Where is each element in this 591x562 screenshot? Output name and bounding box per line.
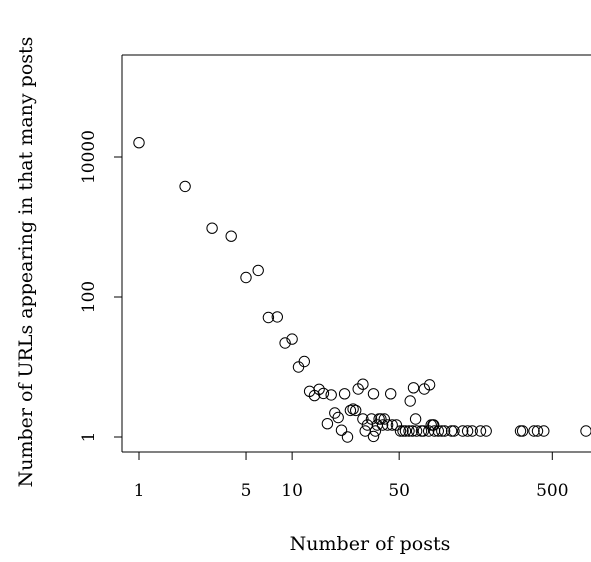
data-point: [321, 418, 334, 430]
data-points: [133, 137, 591, 443]
data-point: [516, 425, 529, 437]
data-point: [262, 311, 275, 324]
data-point: [279, 337, 291, 349]
data-point: [357, 378, 369, 390]
data-point: [406, 425, 419, 437]
data-point: [317, 387, 330, 400]
data-point: [271, 311, 283, 323]
data-point: [432, 425, 444, 437]
data-point: [466, 425, 478, 437]
data-point: [378, 413, 390, 425]
data-point: [428, 419, 440, 431]
data-point: [397, 425, 409, 437]
data-point: [531, 425, 544, 437]
y-axis-ticks: 1 100 10000: [79, 130, 122, 442]
data-point: [394, 425, 407, 437]
data-point: [367, 430, 380, 443]
data-point: [335, 424, 348, 436]
data-point: [240, 271, 252, 284]
data-point: [179, 180, 191, 193]
data-point: [381, 419, 394, 431]
data-point: [423, 379, 436, 391]
data-point: [313, 383, 325, 395]
data-point: [385, 388, 397, 400]
data-point: [252, 264, 264, 277]
data-point: [438, 425, 451, 437]
x-tick-label: 1: [134, 481, 145, 501]
data-point: [461, 425, 474, 437]
data-point: [375, 413, 387, 425]
x-axis-ticks: 1 5 10 50 500: [134, 451, 591, 501]
data-point: [338, 388, 351, 400]
data-point: [528, 425, 540, 437]
data-point: [417, 425, 430, 437]
x-axis-label: Number of posts: [290, 533, 451, 555]
data-point: [409, 413, 422, 425]
data-point: [325, 389, 337, 401]
data-point: [399, 425, 412, 437]
data-point: [474, 425, 487, 437]
data-point: [365, 413, 378, 425]
data-point: [367, 388, 380, 400]
x-tick-label: 500: [536, 481, 568, 501]
data-point: [386, 419, 398, 431]
x-tick-label: 10: [281, 481, 303, 501]
y-tick-label: 1: [79, 432, 99, 443]
data-point: [445, 425, 458, 437]
data-point: [580, 425, 591, 437]
data-point: [292, 361, 305, 373]
data-point: [206, 222, 218, 234]
data-point: [390, 419, 403, 431]
x-tick-label: 5: [241, 481, 252, 501]
data-point: [225, 230, 237, 242]
data-point: [514, 425, 527, 437]
data-point: [404, 395, 416, 407]
data-point: [347, 403, 359, 415]
data-point: [369, 425, 382, 437]
data-point: [341, 431, 354, 443]
data-point: [298, 355, 310, 368]
data-point: [376, 419, 389, 431]
data-point: [350, 404, 362, 417]
data-point: [403, 425, 415, 437]
data-point: [457, 425, 469, 437]
data-point: [410, 425, 423, 437]
data-point: [538, 425, 550, 437]
data-point: [436, 425, 448, 437]
data-point: [332, 411, 344, 424]
y-tick-label: 100: [79, 281, 99, 313]
data-point: [480, 425, 492, 437]
data-point: [407, 382, 420, 394]
data-point: [448, 425, 460, 437]
data-point: [133, 137, 145, 149]
x-tick-label: 50: [388, 481, 410, 501]
axes: [121, 54, 591, 453]
y-axis-label: Number of URLs appearing in that many po…: [15, 37, 37, 488]
data-point: [286, 333, 298, 345]
y-tick-label: 10000: [79, 130, 99, 184]
data-point: [357, 413, 369, 425]
